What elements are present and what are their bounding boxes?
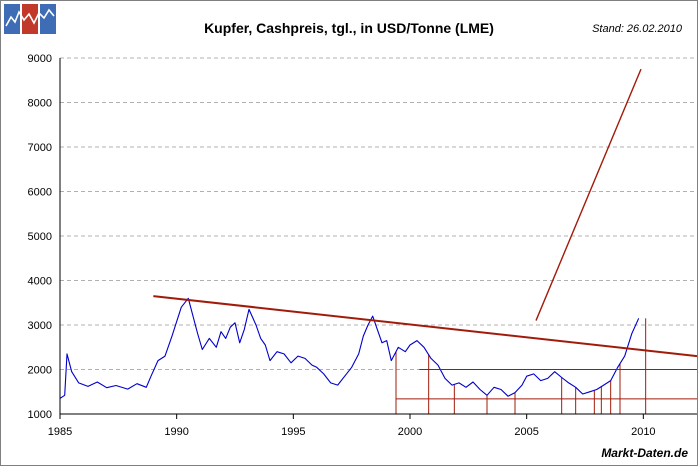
y-tick-label-8000: 8000 [28, 98, 52, 110]
x-tick-label-2005: 2005 [514, 426, 538, 438]
y-tick-label-9000: 9000 [28, 53, 52, 65]
logo-block-red [22, 4, 38, 34]
y-tick-label-7000: 7000 [28, 142, 52, 154]
price-series-line-0 [59, 297, 640, 399]
y-tick-label-1000: 1000 [28, 409, 52, 421]
trend-line-0 [153, 295, 698, 358]
y-tick-label-2000: 2000 [28, 365, 52, 377]
x-tick-label-2010: 2010 [631, 426, 655, 438]
logo-block-blue-2 [40, 4, 56, 34]
y-tick-label-6000: 6000 [28, 187, 52, 199]
x-tick-label-1995: 1995 [281, 426, 305, 438]
series-layer [59, 297, 640, 399]
y-tick-label-5000: 5000 [28, 231, 52, 243]
x-tick-label-1985: 1985 [48, 426, 72, 438]
vertical-marker-layer [395, 318, 647, 414]
grid-layer [60, 57, 697, 415]
source-label: Markt-Daten.de [601, 446, 688, 460]
x-tick-label-1990: 1990 [164, 426, 188, 438]
stand-date: Stand: 26.02.2010 [592, 23, 682, 35]
trend-line-layer [153, 68, 698, 400]
y-tick-label-4000: 4000 [28, 276, 52, 288]
site-logo-icon [4, 4, 56, 34]
y-tick-label-3000: 3000 [28, 320, 52, 332]
x-tick-label-2000: 2000 [398, 426, 422, 438]
trend-line-1 [535, 68, 642, 321]
axis-layer: 1000 2000 3000 4000 5000 6000 7000 8000 9000 1985… [28, 53, 697, 438]
chart-title: Kupfer, Cashpreis, tgl., in USD/Tonne (L… [204, 20, 494, 36]
